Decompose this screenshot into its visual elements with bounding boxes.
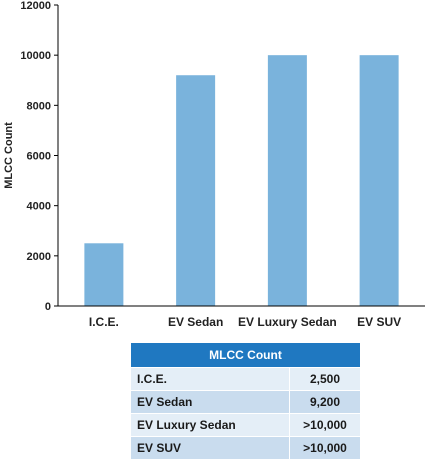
- table-header: MLCC Count: [130, 342, 361, 368]
- row-label: I.C.E.: [130, 367, 290, 391]
- row-value: 9,200: [289, 390, 361, 414]
- row-label: EV Luxury Sedan: [130, 413, 290, 437]
- bar: [267, 55, 307, 306]
- y-axis-label: MLCC Count: [3, 122, 15, 189]
- table-row: EV Luxury Sedan >10,000: [130, 413, 361, 437]
- y-tick-label: 6000: [27, 151, 51, 163]
- y-tick-label: 12000: [20, 0, 51, 12]
- table-row: EV Sedan 9,200: [130, 390, 361, 414]
- x-tick-label: I.C.E.: [89, 315, 119, 329]
- table-header-row: MLCC Count: [130, 342, 361, 368]
- table-row: I.C.E. 2,500: [130, 367, 361, 391]
- x-tick-label: EV Sedan: [168, 315, 223, 329]
- table-row: EV SUV >10,000: [130, 436, 361, 460]
- x-axis-ticks: I.C.E. EV Sedan EV Luxury Sedan EV SUV: [89, 315, 401, 329]
- bar: [176, 75, 216, 306]
- y-tick-label: 0: [45, 301, 51, 313]
- y-axis-ticks: 0 2000 4000 6000 8000 10000 12000: [20, 0, 58, 313]
- x-tick-label: EV Luxury Sedan: [238, 315, 337, 329]
- row-value: >10,000: [289, 413, 361, 437]
- bar-chart: 0 2000 4000 6000 8000 10000 12000 I.C.E. EV Sed…: [3, 0, 425, 329]
- bars: [84, 55, 399, 306]
- y-tick-label: 2000: [27, 251, 51, 263]
- row-label: EV SUV: [130, 436, 290, 460]
- bar: [359, 55, 399, 306]
- y-tick-label: 8000: [27, 100, 51, 112]
- bar: [84, 243, 124, 306]
- x-tick-label: EV SUV: [357, 315, 401, 329]
- row-value: >10,000: [289, 436, 361, 460]
- y-tick-label: 10000: [20, 50, 51, 62]
- mlcc-count-table: MLCC Count I.C.E. 2,500 EV Sedan 9,200 E…: [130, 342, 361, 460]
- row-label: EV Sedan: [130, 390, 290, 414]
- row-value: 2,500: [289, 367, 361, 391]
- y-tick-label: 4000: [27, 201, 51, 213]
